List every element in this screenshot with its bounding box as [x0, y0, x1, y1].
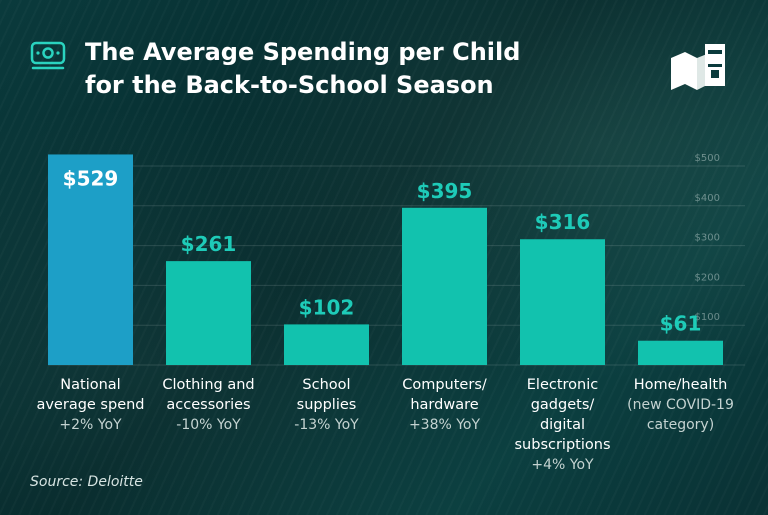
value-label: $261: [181, 232, 237, 256]
category-label: Electronic: [527, 377, 599, 393]
category-label: Home/health: [634, 377, 728, 393]
bar: [402, 207, 487, 365]
books-logo-icon: [671, 44, 725, 90]
category-label: hardware: [410, 397, 478, 413]
bar: [166, 261, 251, 365]
y-tick-labels: $100 $200 $300 $400 $500: [695, 153, 720, 323]
category-label: gadgets/: [531, 397, 595, 413]
money-icon: [30, 41, 66, 70]
value-label: $529: [63, 166, 119, 190]
category-label: School: [302, 377, 350, 393]
category-label: average spend: [36, 397, 144, 413]
bar: [48, 154, 133, 365]
bar: [520, 239, 605, 365]
title-line-1: The Average Spending per Child: [85, 38, 521, 66]
category-labels: National average spend +2% YoY Clothing and…: [36, 377, 733, 473]
yoy-label: -13% YoY: [294, 417, 359, 433]
bar: [638, 340, 723, 365]
value-label: $61: [660, 312, 702, 336]
value-label: $395: [417, 179, 473, 203]
category-label: Computers/: [402, 377, 487, 393]
yoy-label: category): [647, 417, 714, 433]
yoy-label: +2% YoY: [59, 417, 122, 433]
category-label: National: [60, 377, 120, 393]
value-label: $102: [299, 295, 355, 319]
category-label: subscriptions: [515, 437, 611, 453]
category-label: digital: [540, 417, 585, 433]
bar: [284, 324, 369, 365]
category-label: Clothing and: [162, 377, 254, 393]
yoy-label: +4% YoY: [531, 457, 594, 473]
grid-lines: [48, 165, 745, 366]
value-label: $316: [535, 210, 591, 234]
category-label: supplies: [297, 397, 357, 413]
y-tick-label: $200: [695, 272, 720, 283]
title-line-2: for the Back-to-School Season: [85, 71, 494, 99]
y-tick-label: $400: [695, 193, 720, 204]
yoy-label: (new COVID-19: [627, 397, 734, 413]
chart-title: The Average Spending per Child for the B…: [85, 36, 565, 102]
source-note: Source: Deloitte: [30, 474, 143, 490]
yoy-label: -10% YoY: [176, 417, 241, 433]
value-labels: $529 $261 $102 $395 $316 $61: [63, 166, 702, 335]
category-label: accessories: [166, 397, 250, 413]
y-tick-label: $100: [695, 312, 720, 323]
y-tick-label: $300: [695, 233, 720, 244]
y-tick-label: $500: [695, 153, 720, 164]
yoy-label: +38% YoY: [409, 417, 481, 433]
bars: [48, 154, 723, 365]
